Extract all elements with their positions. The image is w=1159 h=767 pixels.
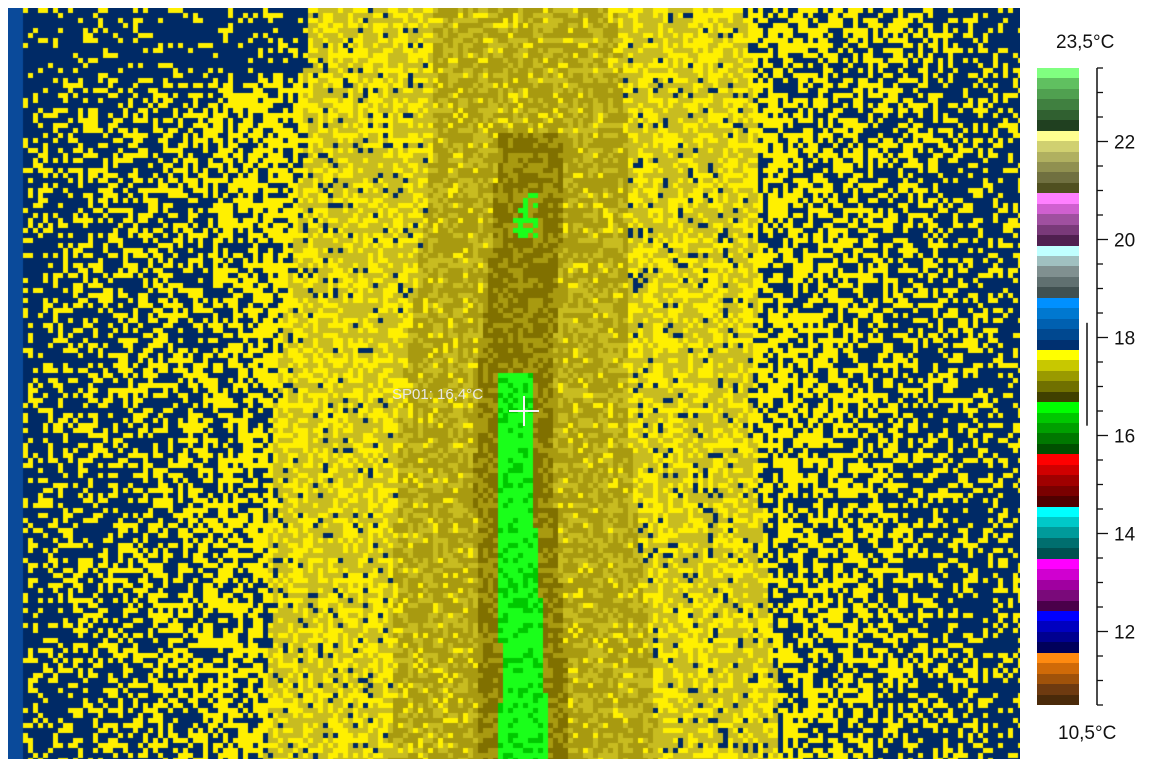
palette-swatch [1037, 246, 1079, 256]
palette-swatch [1037, 517, 1079, 527]
scale-min-label: 10,5°C [1058, 723, 1117, 744]
palette-swatch [1037, 433, 1079, 444]
palette-swatch [1037, 277, 1079, 287]
palette-swatch [1037, 527, 1079, 538]
palette-swatch [1037, 131, 1079, 141]
scale-max-label: 23,5°C [1056, 32, 1115, 53]
tick-label: 12 [1114, 623, 1135, 644]
palette-swatch [1037, 632, 1079, 642]
palette-swatch [1037, 329, 1079, 340]
palette-swatch [1037, 580, 1079, 590]
palette-swatch [1037, 569, 1079, 580]
palette-swatch [1037, 340, 1079, 350]
palette-swatch [1037, 454, 1079, 465]
palette-swatch [1037, 621, 1079, 632]
palette-swatch [1037, 193, 1079, 204]
palette-swatch [1037, 601, 1079, 611]
palette-swatch [1037, 392, 1079, 402]
palette-swatch [1037, 152, 1079, 162]
palette-swatch [1037, 266, 1079, 277]
color-palette-bar [1037, 68, 1079, 705]
palette-swatch [1037, 663, 1079, 674]
palette-swatch [1037, 496, 1079, 507]
palette-swatch [1037, 465, 1079, 475]
palette-swatch [1037, 611, 1079, 621]
palette-swatch [1037, 590, 1079, 601]
palette-swatch [1037, 486, 1079, 496]
palette-swatch [1037, 350, 1079, 360]
palette-swatch [1037, 78, 1079, 89]
palette-swatch [1037, 413, 1079, 423]
spot-measurement-label: SP01: 16,4°C [392, 386, 484, 403]
palette-swatch [1037, 225, 1079, 235]
palette-swatch [1037, 99, 1079, 110]
tick-label: 16 [1114, 427, 1135, 448]
palette-swatch [1037, 381, 1079, 392]
palette-swatch [1037, 172, 1079, 183]
palette-swatch [1037, 235, 1079, 246]
palette-swatch [1037, 287, 1079, 298]
palette-swatch [1037, 141, 1079, 152]
palette-swatch [1037, 402, 1079, 413]
palette-swatch [1037, 538, 1079, 548]
palette-swatch [1037, 308, 1079, 319]
palette-swatch [1037, 120, 1079, 131]
palette-swatch [1037, 371, 1079, 381]
palette-swatch [1037, 695, 1079, 705]
crosshair-icon[interactable] [509, 396, 539, 426]
palette-swatch [1037, 653, 1079, 663]
scale-axis: 12 14 16 18 20 22 [1086, 67, 1136, 706]
palette-swatch [1037, 204, 1079, 214]
palette-swatch [1037, 507, 1079, 517]
palette-swatch [1037, 256, 1079, 266]
palette-swatch [1037, 684, 1079, 695]
palette-swatch [1037, 298, 1079, 308]
tick-label: 22 [1114, 133, 1135, 154]
tick-label: 14 [1114, 525, 1136, 546]
thermal-image[interactable] [8, 8, 1020, 759]
palette-swatch [1037, 183, 1079, 193]
palette-swatch [1037, 360, 1079, 371]
palette-swatch [1037, 68, 1079, 78]
palette-swatch [1037, 162, 1079, 172]
palette-swatch [1037, 110, 1079, 120]
palette-swatch [1037, 642, 1079, 653]
palette-swatch [1037, 214, 1079, 225]
tick-label: 18 [1114, 329, 1135, 350]
palette-swatch [1037, 319, 1079, 329]
palette-swatch [1037, 674, 1079, 684]
palette-swatch [1037, 548, 1079, 559]
palette-swatch [1037, 423, 1079, 433]
palette-swatch [1037, 475, 1079, 486]
tick-label: 20 [1114, 231, 1135, 252]
palette-swatch [1037, 559, 1079, 569]
palette-swatch [1037, 89, 1079, 99]
palette-swatch [1037, 444, 1079, 454]
